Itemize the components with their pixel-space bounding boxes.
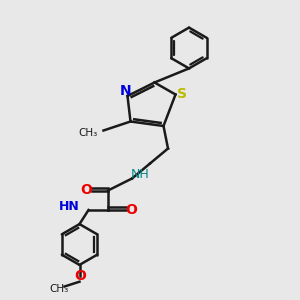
- Text: O: O: [74, 269, 86, 283]
- Text: CH₃: CH₃: [79, 128, 98, 138]
- Text: NH: NH: [131, 168, 150, 182]
- Text: O: O: [125, 203, 137, 217]
- Text: CH₃: CH₃: [49, 284, 68, 295]
- Text: HN: HN: [59, 200, 80, 214]
- Text: S: S: [176, 87, 187, 100]
- Text: O: O: [80, 184, 92, 197]
- Text: N: N: [120, 84, 132, 98]
